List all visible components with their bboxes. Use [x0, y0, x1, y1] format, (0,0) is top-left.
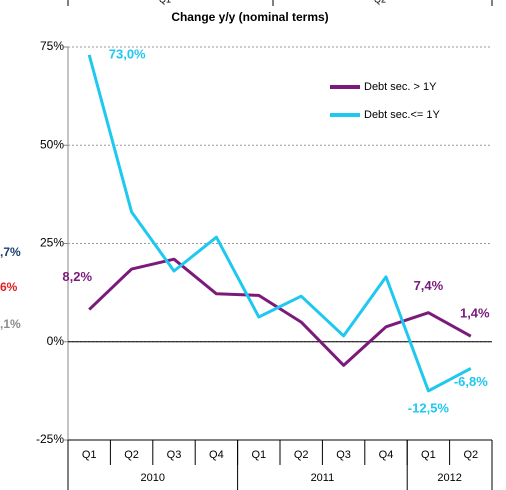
cropped-label: ,1%: [0, 317, 21, 331]
x-tick-label: Q2: [124, 449, 139, 461]
x-tick-label: Q1: [421, 449, 436, 461]
x-tick-label: Q3: [167, 449, 182, 461]
y-tick-label: 25%: [40, 236, 64, 250]
x-tick-label: Q2: [463, 449, 478, 461]
x-tick-label: Q4: [209, 449, 224, 461]
data-label: -6,8%: [454, 374, 488, 389]
legend-label: Debt sec. > 1Y: [364, 81, 437, 93]
y-tick-label: 75%: [40, 39, 64, 53]
cropped-label: Q1: [159, 0, 171, 4]
data-label: 8,2%: [62, 269, 92, 284]
x-tick-label: Q4: [379, 449, 394, 461]
x-tick-label: Q1: [82, 449, 97, 461]
cropped-label: Q2: [374, 0, 386, 4]
data-label: 1,4%: [460, 306, 490, 321]
group-label: 2012: [437, 472, 461, 484]
data-label: 7,4%: [414, 278, 444, 293]
chart-title: Change y/y (nominal terms): [171, 10, 328, 24]
x-tick-label: Q1: [251, 449, 266, 461]
y-tick-label: -25%: [36, 432, 64, 446]
group-label: 2011: [311, 472, 335, 484]
x-tick-label: Q2: [294, 449, 309, 461]
y-tick-label: 50%: [40, 137, 64, 151]
data-label: 73,0%: [109, 46, 146, 61]
cropped-label: 6%: [0, 280, 18, 294]
group-label: 2010: [141, 472, 165, 484]
data-label: -12,5%: [408, 400, 450, 415]
series-line: [88, 257, 472, 367]
x-tick-label: Q3: [336, 449, 351, 461]
legend-label: Debt sec.<= 1Y: [364, 109, 440, 121]
cropped-label: ,7%: [0, 245, 21, 259]
series-line: [87, 54, 472, 393]
y-tick-label: 0%: [47, 334, 65, 348]
